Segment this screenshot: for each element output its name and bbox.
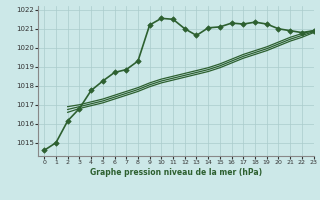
X-axis label: Graphe pression niveau de la mer (hPa): Graphe pression niveau de la mer (hPa) bbox=[90, 168, 262, 177]
